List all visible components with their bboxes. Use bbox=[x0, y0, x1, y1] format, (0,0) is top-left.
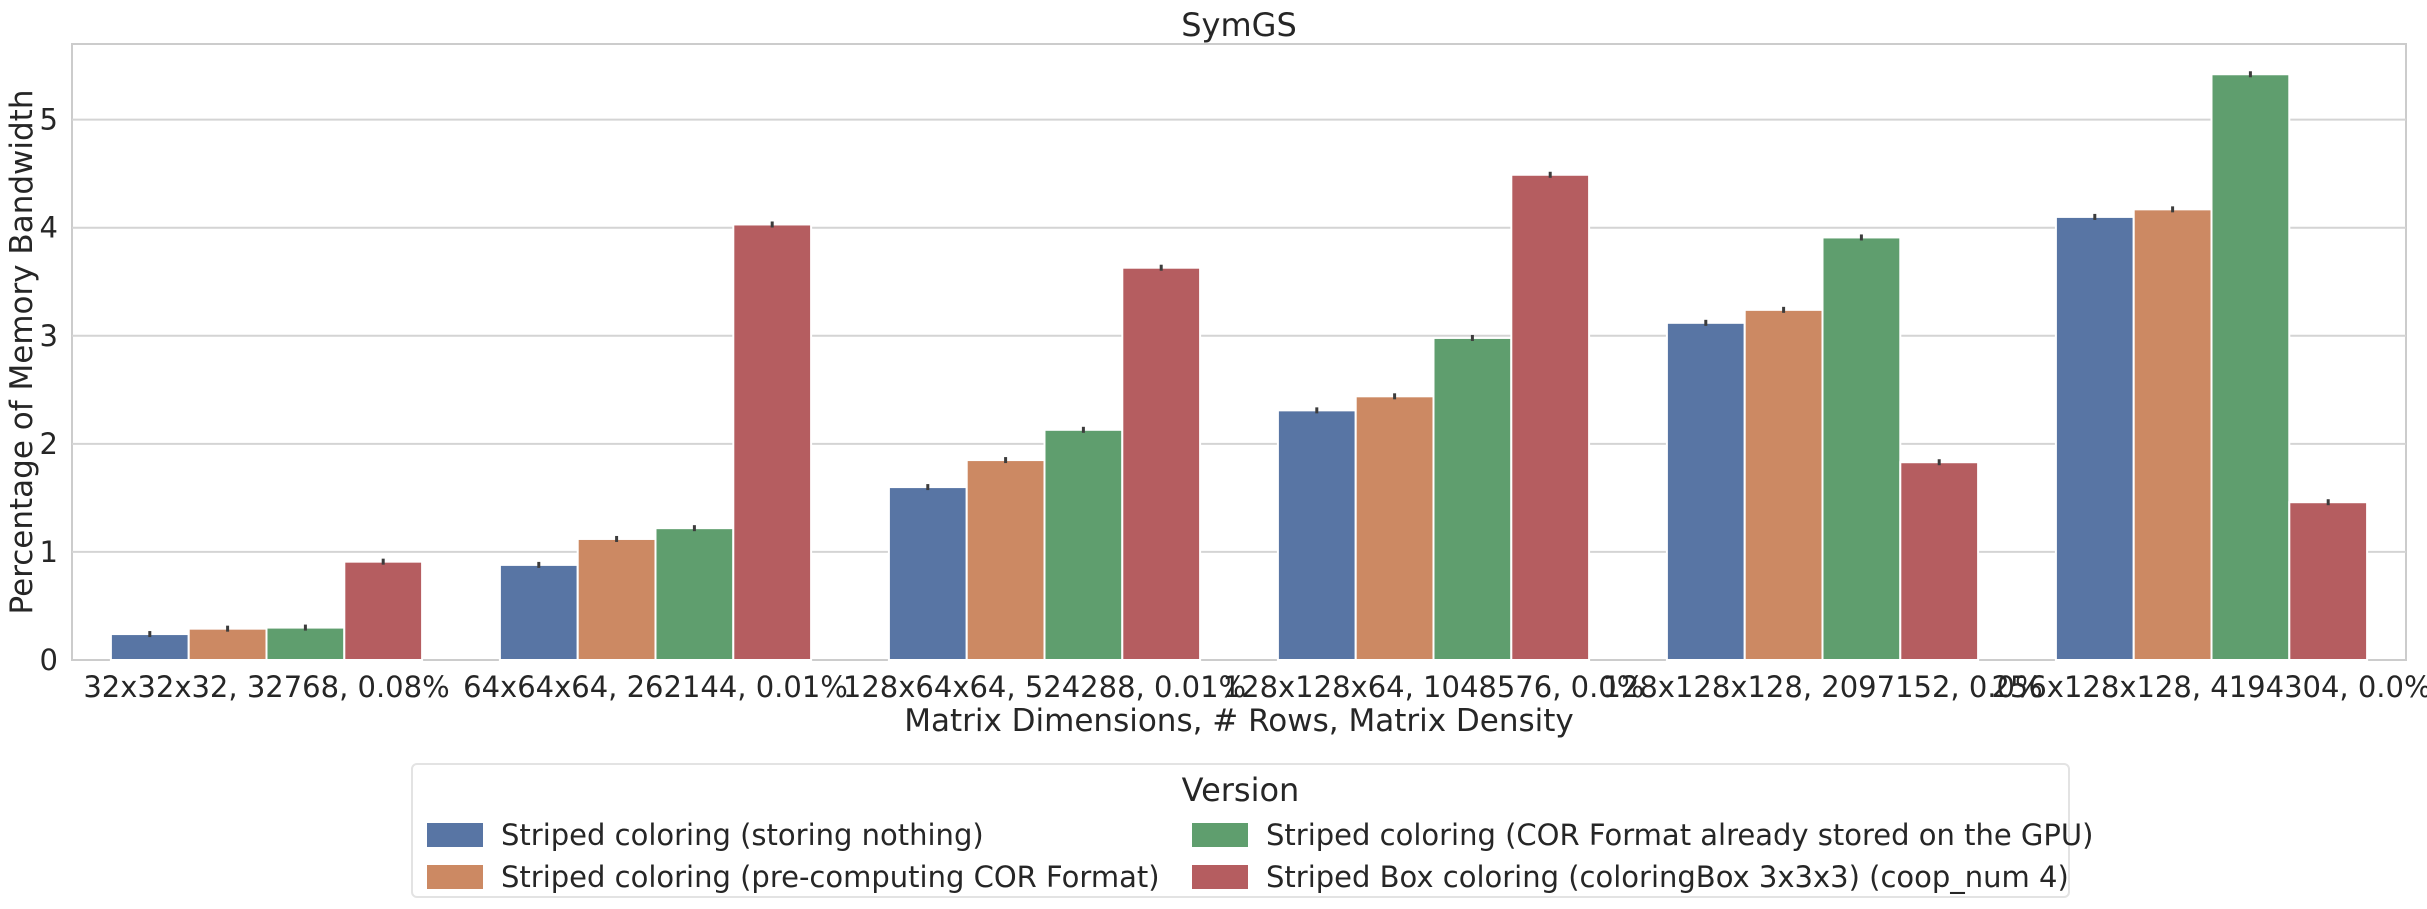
bar bbox=[576, 537, 657, 662]
legend-item-pre-computing-cor: Striped coloring (pre-computing COR Form… bbox=[427, 857, 1160, 897]
bars bbox=[109, 71, 2369, 662]
bar bbox=[1821, 236, 1902, 661]
bar bbox=[1043, 428, 1124, 661]
legend: Version Striped coloring (storing nothin… bbox=[411, 763, 2093, 898]
bar bbox=[965, 459, 1046, 662]
y-tick-label: 5 bbox=[40, 103, 58, 137]
x-tick-label: 128x128x64, 1048576, 0.0% bbox=[1223, 670, 1645, 704]
y-tick-label: 3 bbox=[40, 319, 58, 353]
legend-swatch bbox=[1192, 865, 1248, 889]
x-tick-label: 128x128x128, 2097152, 0.0% bbox=[1602, 670, 2042, 704]
legend-item-storing-nothing: Striped coloring (storing nothing) bbox=[427, 815, 984, 855]
x-tick-label: 256x128x128, 4194304, 0.0% bbox=[1991, 670, 2427, 704]
bar bbox=[1276, 409, 1357, 661]
bar bbox=[265, 626, 346, 661]
legend-swatch bbox=[427, 823, 483, 847]
legend-label: Striped coloring (pre-computing COR Form… bbox=[501, 860, 1160, 894]
gridlines bbox=[72, 118, 2406, 553]
bar bbox=[1432, 336, 1513, 661]
legend-item-cor-stored-on-gpu: Striped coloring (COR Format already sto… bbox=[1192, 815, 2093, 855]
x-tick-label: 64x64x64, 262144, 0.01% bbox=[463, 670, 848, 704]
bar bbox=[1510, 173, 1591, 661]
bar bbox=[2210, 73, 2291, 662]
bar bbox=[2054, 215, 2135, 661]
bar bbox=[1899, 461, 1980, 661]
bar bbox=[498, 563, 579, 662]
bar bbox=[1121, 266, 1202, 661]
x-tick-label: 32x32x32, 32768, 0.08% bbox=[83, 670, 449, 704]
bar bbox=[1354, 395, 1435, 661]
y-tick-label: 2 bbox=[40, 427, 58, 461]
y-axis-label: Percentage of Memory Bandwidth bbox=[4, 90, 40, 615]
x-tick-label: 128x64x64, 524288, 0.01% bbox=[843, 670, 1246, 704]
axis-ticks: 0 1 2 3 4 5 32x32x32, 32768, 0.08% 64x64x64, 26… bbox=[40, 103, 2427, 704]
y-tick-label: 0 bbox=[40, 643, 58, 677]
legend-label: Striped Box coloring (coloringBox 3x3x3)… bbox=[1266, 860, 2069, 894]
legend-swatch bbox=[427, 865, 483, 889]
legend-label: Striped coloring (storing nothing) bbox=[501, 818, 984, 852]
bar bbox=[887, 486, 968, 661]
x-axis-label: Matrix Dimensions, # Rows, Matrix Densit… bbox=[904, 703, 1574, 739]
legend-label: Striped coloring (COR Format already sto… bbox=[1266, 818, 2094, 852]
bar bbox=[2132, 208, 2213, 661]
legend-swatch bbox=[1192, 823, 1248, 847]
y-tick-label: 4 bbox=[40, 211, 58, 245]
plot-area bbox=[71, 43, 2407, 661]
chart-title: SymGS bbox=[1181, 6, 1297, 44]
bar bbox=[2288, 501, 2369, 661]
bar bbox=[1665, 321, 1746, 661]
bar bbox=[343, 560, 424, 661]
bar bbox=[1743, 308, 1824, 661]
bar bbox=[654, 527, 735, 661]
legend-item-striped-box-coloring: Striped Box coloring (coloringBox 3x3x3)… bbox=[1192, 857, 2069, 897]
legend-title: Version bbox=[1181, 771, 1300, 809]
bar bbox=[187, 627, 268, 662]
bar bbox=[732, 223, 813, 661]
y-tick-label: 1 bbox=[40, 535, 58, 569]
bar bbox=[109, 633, 190, 662]
